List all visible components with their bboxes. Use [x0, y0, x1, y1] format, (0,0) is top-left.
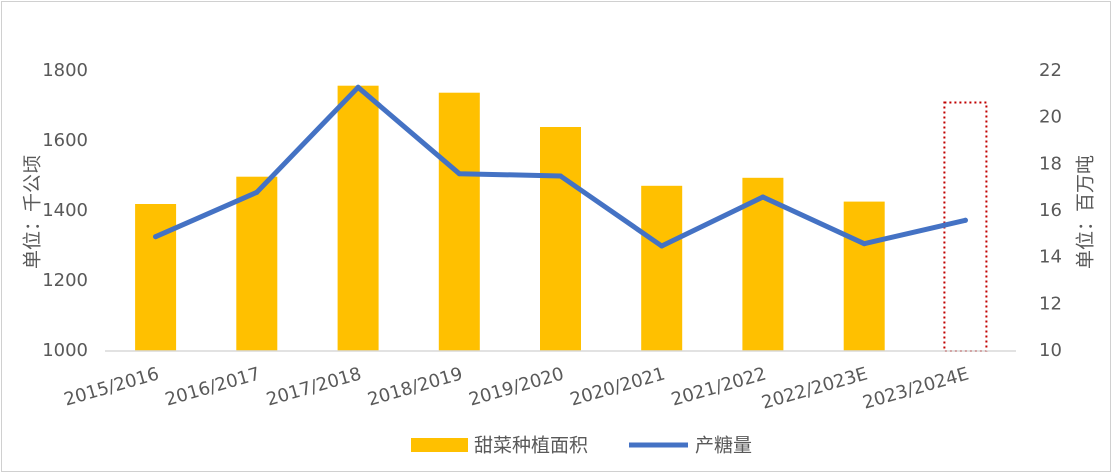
bar-2016/2017 — [236, 176, 278, 351]
line-point-2019/2020 — [558, 173, 563, 179]
line-point-2020/2021 — [659, 243, 665, 249]
bar-2019/2020 — [540, 127, 581, 351]
bar-2021/2022 — [742, 177, 784, 352]
y-right-tick-label: 16 — [1039, 200, 1062, 221]
bar-2022/2023E — [843, 201, 885, 351]
legend: 甜菜种植面积 产糖量 — [411, 435, 752, 457]
bar-2018/2019 — [438, 92, 480, 351]
y-left-tick-label: 1000 — [42, 340, 88, 361]
x-tick-label: 2016/2017 — [163, 363, 263, 410]
line-point-2021/2022 — [760, 194, 766, 200]
x-tick-label: 2018/2019 — [365, 363, 465, 410]
highlight-layer — [943, 101, 988, 352]
x-tick-label: 2020/2021 — [568, 363, 668, 410]
y-left-tick-label: 1800 — [42, 60, 88, 81]
legend-label-bar: 甜菜种植面积 — [474, 435, 588, 457]
y-axis-left-title: 单位：千公顷 — [22, 155, 44, 269]
line-point-2022/2023E — [861, 241, 867, 247]
x-tick-label: 2023/2024E — [861, 363, 972, 413]
y-axis-left-ticks: 1000 1200 1400 1600 1800 — [42, 60, 88, 361]
x-tick-label: 2019/2020 — [467, 363, 567, 410]
bar-2017/2018 — [337, 85, 379, 351]
line-point-2023/2024E — [962, 217, 968, 223]
bar-2020/2021 — [641, 185, 683, 351]
x-tick-label: 2015/2016 — [62, 363, 162, 410]
y-axis-right-title: 单位：百万吨 — [1075, 155, 1097, 269]
y-right-tick-label: 22 — [1039, 60, 1062, 81]
y-left-tick-label: 1400 — [42, 200, 88, 221]
y-right-tick-label: 10 — [1039, 340, 1062, 361]
y-right-tick-label: 20 — [1039, 107, 1062, 128]
y-left-tick-label: 1200 — [42, 270, 88, 291]
y-left-tick-label: 1600 — [42, 130, 88, 151]
line-layer — [153, 84, 968, 249]
x-tick-label: 2021/2022 — [669, 363, 769, 410]
line-point-2017/2018 — [355, 84, 361, 90]
x-tick-label: 2017/2018 — [264, 363, 364, 410]
y-right-tick-label: 14 — [1039, 247, 1062, 268]
highlight-box-2023/2024E — [943, 101, 988, 352]
y-right-tick-label: 12 — [1039, 293, 1062, 314]
legend-swatch-bar — [411, 438, 468, 452]
legend-label-line: 产糖量 — [695, 435, 752, 457]
line-point-2016/2017 — [254, 189, 260, 195]
y-right-tick-label: 18 — [1039, 153, 1062, 174]
bar-2015/2016 — [135, 204, 177, 351]
y-axis-right-ticks: 10 12 14 16 18 20 22 — [1039, 60, 1062, 361]
x-axis-ticks: 2015/2016 2016/2017 2017/2018 2018/2019 2019… — [62, 363, 971, 413]
line-point-2015/2016 — [153, 234, 159, 240]
line-point-2018/2019 — [456, 171, 462, 177]
bars-layer — [135, 85, 885, 352]
x-tick-label: 2022/2023E — [759, 363, 870, 413]
